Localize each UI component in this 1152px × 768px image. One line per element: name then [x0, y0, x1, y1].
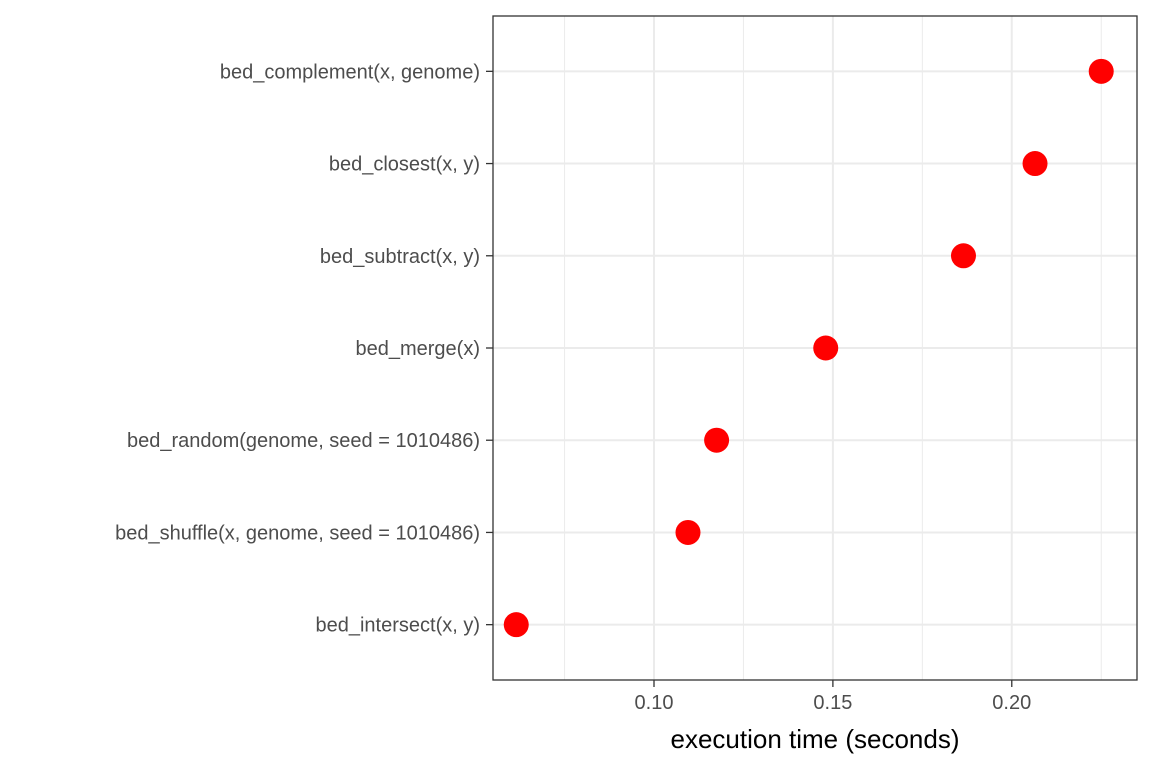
y-tick-label-5: bed_shuffle(x, genome, seed = 1010486)	[115, 522, 480, 544]
x-tick-label-2: 0.20	[992, 692, 1031, 714]
data-point-1	[1022, 151, 1048, 177]
data-points	[503, 58, 1114, 638]
data-point-0	[1088, 58, 1114, 84]
x-axis-title: execution time (seconds)	[670, 724, 959, 754]
data-point-6	[503, 612, 529, 638]
y-tick-label-6: bed_intersect(x, y)	[315, 615, 480, 637]
y-tick-label-1: bed_closest(x, y)	[329, 154, 480, 176]
y-axis: bed_complement(x, genome) bed_closest(x, …	[115, 61, 493, 637]
y-tick-label-3: bed_merge(x)	[355, 338, 480, 360]
x-tick-label-1: 0.15	[813, 692, 852, 714]
y-tick-label-2: bed_subtract(x, y)	[320, 246, 480, 268]
x-tick-label-0: 0.10	[635, 692, 674, 714]
data-point-4	[704, 427, 730, 453]
x-axis: 0.10 0.15 0.20	[635, 680, 1031, 714]
data-point-3	[813, 335, 839, 361]
data-point-5	[675, 519, 701, 545]
y-tick-label-4: bed_random(genome, seed = 1010486)	[127, 430, 480, 452]
y-tick-label-0: bed_complement(x, genome)	[220, 61, 480, 83]
data-point-2	[950, 243, 976, 269]
